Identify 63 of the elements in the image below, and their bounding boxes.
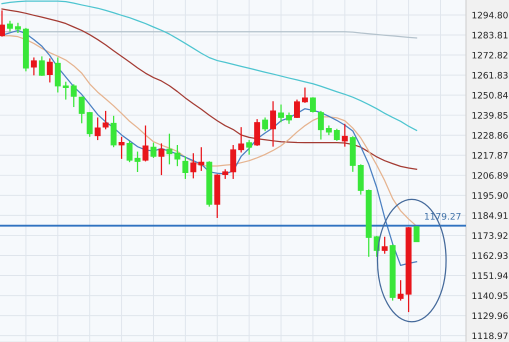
candlestick: [158, 142, 164, 176]
y-tick-label: 1239.85: [472, 112, 508, 119]
candlestick: [6, 20, 13, 32]
candlestick: [342, 123, 348, 148]
candlestick: [150, 142, 156, 159]
line-series: [1, 8, 418, 170]
candlestick: [54, 56, 61, 94]
y-tick-label: 1118.97: [472, 332, 508, 340]
candlestick: [182, 156, 188, 180]
candlestick: [270, 100, 276, 148]
line-series: [1, 0, 418, 132]
candlestick: [286, 112, 292, 124]
candlestick: [262, 116, 268, 132]
candlestick: [78, 96, 85, 124]
candlestick: [14, 22, 21, 34]
candlestick: [414, 226, 420, 242]
y-tick-label: 1184.91: [472, 212, 508, 219]
candlestick: [0, 10, 5, 38]
candlestick: [126, 140, 133, 163]
candlestick: [102, 110, 109, 130]
candlestick: [86, 111, 93, 138]
candlestick: [382, 236, 388, 254]
candlestick: [318, 110, 324, 140]
candlestick: [110, 115, 117, 148]
candlestick: [326, 124, 332, 136]
candlestick: [230, 144, 236, 180]
y-tick-label: 1261.83: [472, 72, 508, 79]
candlestick: [278, 104, 284, 123]
candlestick: [198, 146, 204, 172]
y-tick-label: 1195.90: [472, 192, 508, 199]
candlestick: [310, 96, 316, 114]
candlestick: [302, 86, 308, 104]
y-tick-label: 1250.84: [472, 92, 508, 99]
candlestick: [142, 124, 148, 162]
y-tick-label: 1228.86: [472, 132, 508, 139]
y-tick-label: 1217.87: [472, 152, 508, 159]
y-tick-label: 1162.93: [472, 252, 508, 259]
candlestick: [334, 128, 340, 142]
candlestick: [294, 98, 300, 119]
candlestick: [94, 116, 101, 141]
y-tick-label: 1140.95: [472, 292, 508, 300]
candlestick: [222, 168, 228, 180]
y-tick-label: 1283.81: [472, 32, 508, 39]
candlestick: [238, 126, 244, 154]
y-tick-label: 1173.92: [472, 232, 508, 239]
y-tick-label: 1129.96: [472, 312, 508, 320]
candlestick: [62, 81, 69, 100]
y-tick-label: 1151.94: [472, 272, 508, 280]
y-tick-label: 1272.82: [472, 52, 508, 59]
candlestick: [166, 133, 172, 165]
candlestick: [190, 152, 196, 180]
candlestick: [30, 56, 37, 76]
candlestick: [398, 280, 404, 302]
candlestick: [254, 118, 260, 147]
y-tick-label: 1294.80: [472, 12, 508, 18]
candlestick: [70, 84, 77, 108]
y-tick-label: 1206.89: [472, 172, 508, 179]
candlestick: [38, 56, 45, 77]
candlestick: [118, 136, 125, 160]
candlestick: [134, 150, 140, 173]
candlestick: [246, 139, 252, 156]
candlestick: [174, 144, 180, 167]
candlestick: [46, 58, 53, 84]
